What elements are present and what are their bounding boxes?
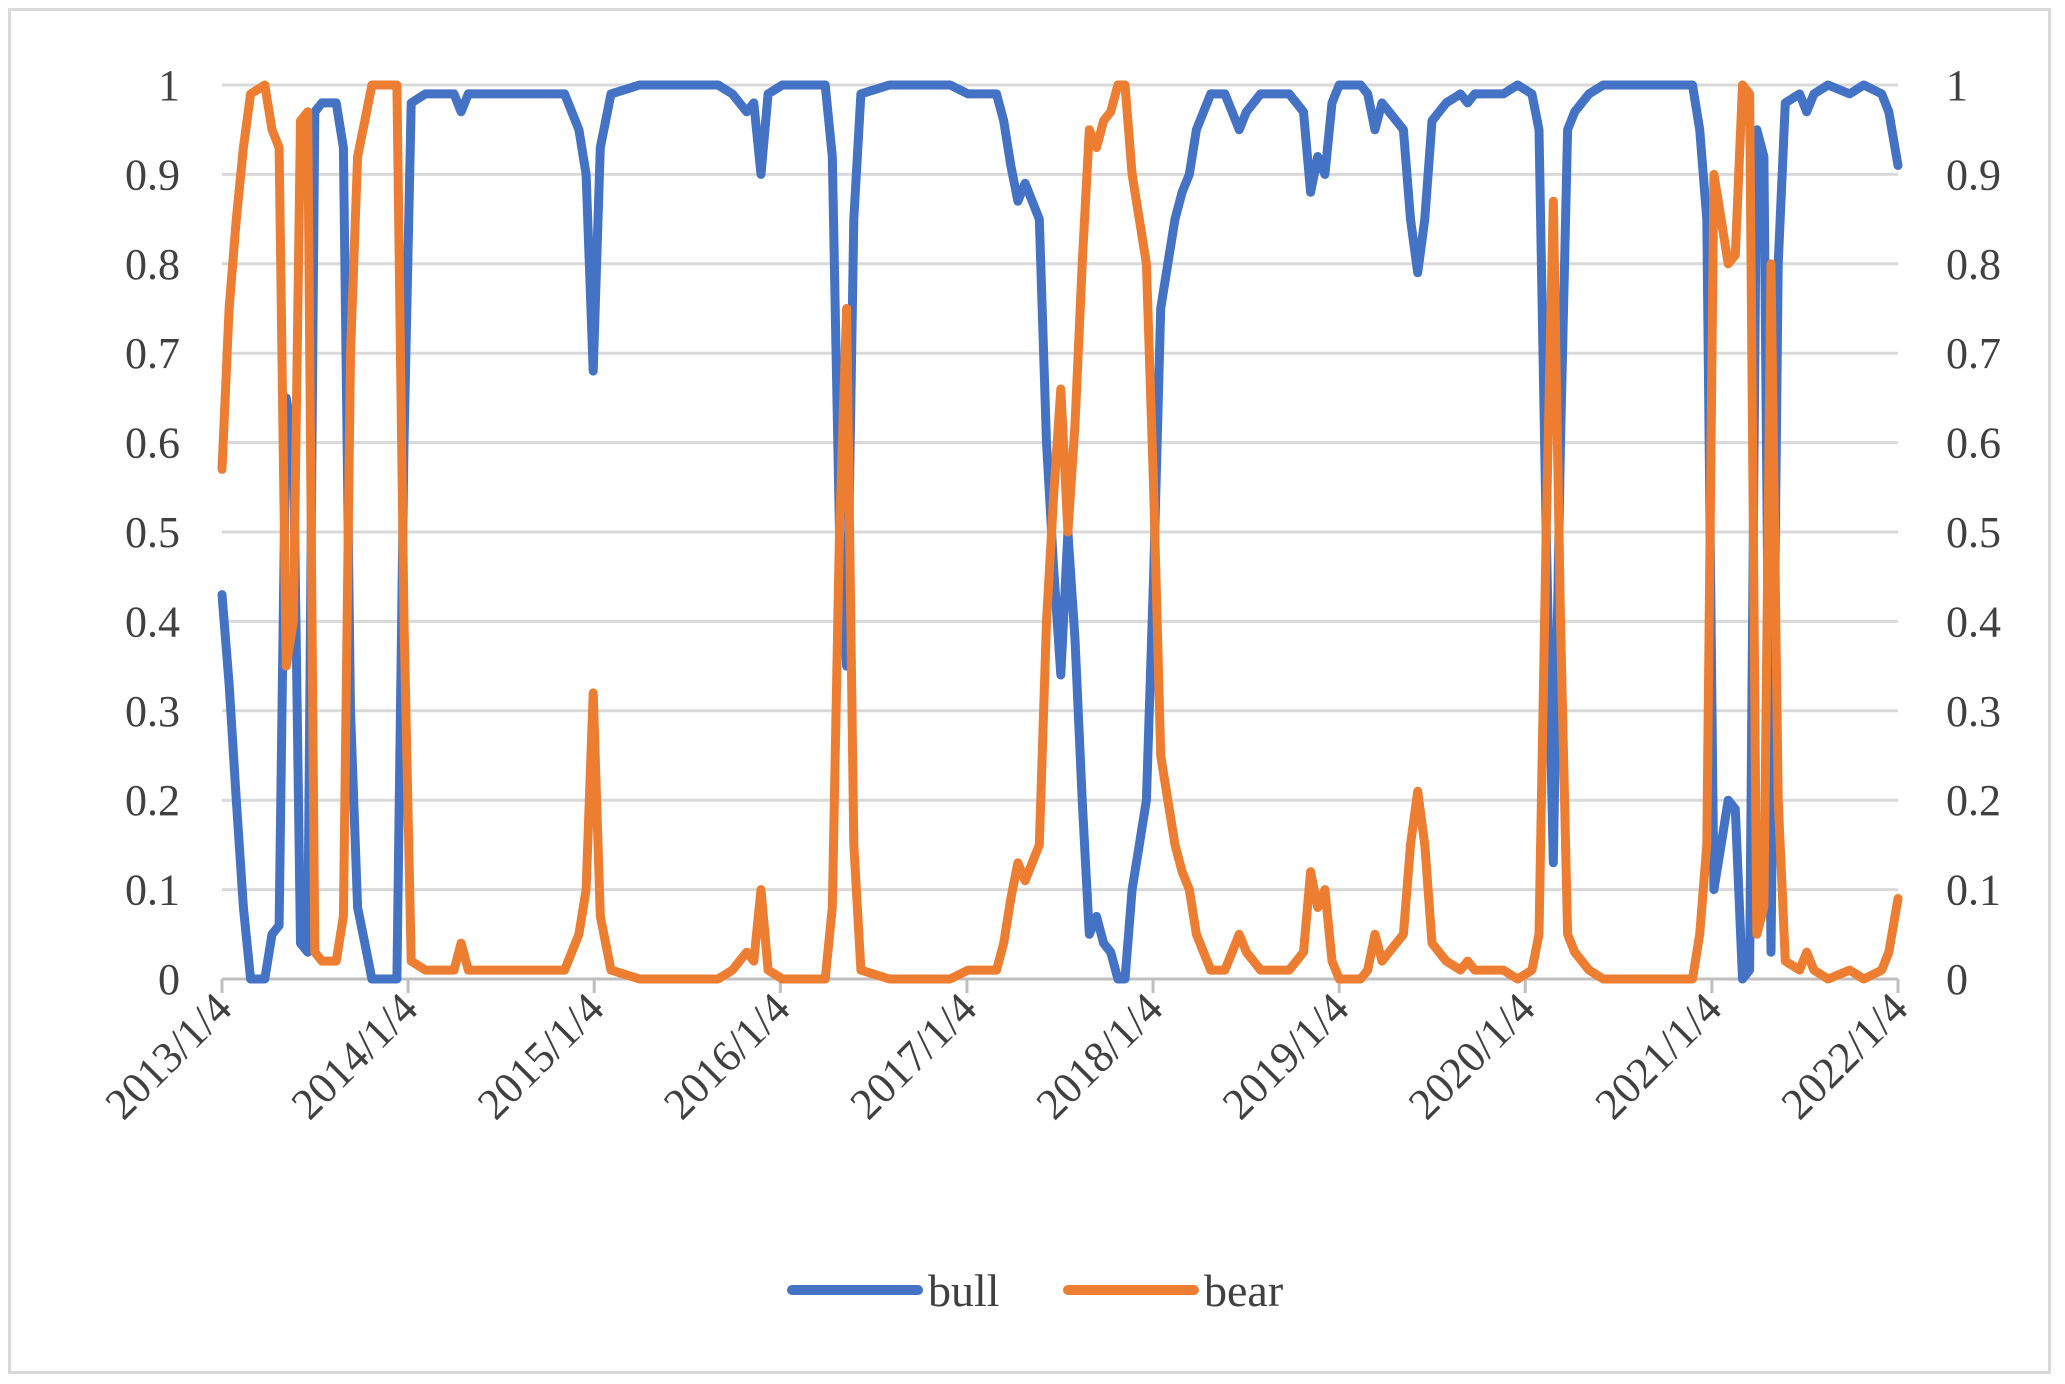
x-tick-label: 2014/1/4 — [282, 983, 427, 1128]
y2-tick-label: 0.8 — [1946, 240, 2001, 289]
y-tick-label: 0 — [158, 955, 180, 1004]
y-tick-label: 1 — [158, 61, 180, 110]
bear-series-line — [217, 80, 1903, 984]
left-y-axis-ticks: 0 0.1 0.2 0.3 0.4 0.5 0.6 0.7 0.8 0.9 1 — [125, 61, 180, 1004]
x-tick-label: 2016/1/4 — [654, 983, 799, 1128]
y-tick-label: 0.8 — [125, 240, 180, 289]
x-tick-label: 2019/1/4 — [1213, 983, 1358, 1128]
bear-legend-label: bear — [1204, 1265, 1283, 1316]
y2-tick-label: 0.5 — [1946, 508, 2001, 557]
y2-tick-label: 1 — [1946, 61, 1968, 110]
bull-series-line — [217, 80, 1903, 984]
x-tick-label: 2013/1/4 — [96, 983, 241, 1128]
legend: bull bear — [787, 1265, 1283, 1316]
y2-tick-label: 0.3 — [1946, 687, 2001, 736]
y-tick-label: 0.5 — [125, 508, 180, 557]
y-tick-label: 0.1 — [125, 866, 180, 915]
y2-tick-label: 0.9 — [1946, 150, 2001, 199]
gridlines — [222, 83, 1898, 892]
y-tick-label: 0.6 — [125, 419, 180, 468]
y-tick-label: 0.2 — [125, 776, 180, 825]
x-tick-label: 2020/1/4 — [1399, 983, 1544, 1128]
y-tick-label: 0.4 — [125, 597, 180, 646]
y-tick-label: 0.3 — [125, 687, 180, 736]
y2-tick-label: 0 — [1946, 955, 1968, 1004]
y2-tick-label: 0.7 — [1946, 329, 2001, 378]
x-tick-label: 2015/1/4 — [468, 983, 613, 1128]
y2-tick-label: 0.6 — [1946, 419, 2001, 468]
y2-tick-label: 0.1 — [1946, 866, 2001, 915]
x-tick-label: 2021/1/4 — [1586, 983, 1731, 1128]
x-tick-label: 2018/1/4 — [1027, 983, 1172, 1128]
x-axis-ticks: 2013/1/4 2014/1/4 2015/1/4 2016/1/4 2017/1/4… — [96, 979, 1917, 1129]
bull-legend-label: bull — [928, 1265, 1000, 1316]
y-tick-label: 0.7 — [125, 329, 180, 378]
y-tick-label: 0.9 — [125, 150, 180, 199]
y2-tick-label: 0.2 — [1946, 776, 2001, 825]
y2-tick-label: 0.4 — [1946, 597, 2001, 646]
right-y-axis-ticks: 0 0.1 0.2 0.3 0.4 0.5 0.6 0.7 0.8 0.9 1 — [1946, 61, 2001, 1004]
x-tick-label: 2022/1/4 — [1772, 983, 1917, 1128]
series-lines — [217, 80, 1903, 984]
x-tick-label: 2017/1/4 — [841, 983, 986, 1128]
